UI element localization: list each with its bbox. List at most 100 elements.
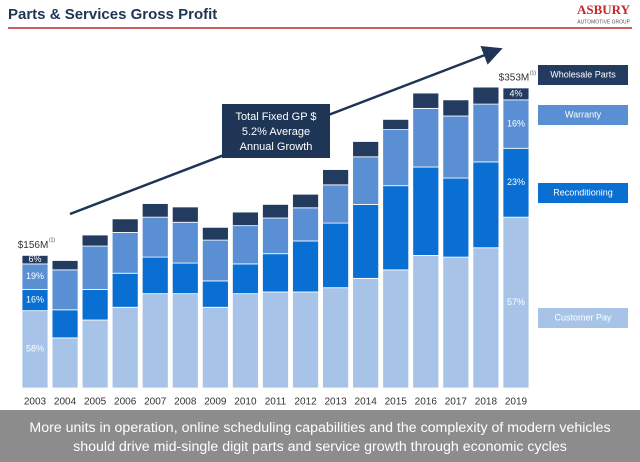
total-label: $156M: [18, 240, 49, 251]
x-tick-label: 2014: [355, 397, 378, 408]
footer-text: More units in operation, online scheduli…: [29, 420, 610, 436]
share-label: 4%: [509, 88, 522, 98]
bar-segment: [21, 254, 49, 265]
bar-segment: [382, 269, 410, 389]
legend-label: Warranty: [565, 109, 602, 119]
x-tick-label: 2019: [505, 397, 528, 408]
bar-segment: [502, 99, 530, 149]
bar-segment: [472, 161, 500, 249]
bar-segment: [262, 217, 289, 255]
bar-segment: [412, 92, 440, 109]
x-tick-label: 2017: [445, 397, 468, 408]
bar-segment: [352, 203, 380, 279]
x-tick-label: 2004: [54, 397, 77, 408]
bar-segment: [292, 193, 319, 209]
bar-segment: [502, 87, 530, 101]
bar-segment: [352, 277, 380, 389]
bar-segment: [322, 169, 350, 186]
x-tick-label: 2006: [114, 397, 137, 408]
bar-segment: [352, 141, 380, 158]
bar-segment: [171, 206, 199, 223]
footnote-mark: (1): [49, 238, 55, 244]
share-label: 16%: [26, 294, 44, 304]
bar-segment: [382, 119, 410, 131]
bar-segment: [141, 203, 169, 218]
logo-sub: AUTOMOTIVE GROUP: [577, 19, 630, 25]
bar-segment: [201, 306, 229, 389]
legend-swatch: [538, 308, 628, 328]
bar-segment: [472, 247, 500, 389]
bar-segment: [232, 293, 259, 389]
x-tick-label: 2011: [265, 397, 287, 408]
bar-segment: [412, 107, 440, 168]
legend-label: Reconditioning: [553, 187, 613, 197]
legend-label: Wholesale Parts: [550, 69, 616, 79]
bar-segment: [201, 226, 229, 241]
bar-segment: [502, 216, 530, 389]
legend-swatch: [538, 65, 628, 85]
share-label: 6%: [28, 254, 41, 264]
title: Parts & Services Gross Profit: [8, 6, 217, 23]
bar-segment: [442, 256, 470, 389]
bar-segment: [81, 288, 109, 321]
x-tick-label: 2013: [324, 397, 347, 408]
bar-segment: [51, 309, 79, 339]
bar-segment: [201, 239, 229, 282]
bar-segment: [232, 211, 259, 227]
bar-segment: [292, 240, 319, 293]
bar-segment: [81, 319, 109, 389]
bar-segment: [472, 103, 500, 163]
bar-segment: [232, 263, 259, 295]
x-tick-label: 2012: [294, 397, 317, 408]
bar-segment: [81, 245, 109, 290]
bar-segment: [141, 256, 169, 295]
bar-segment: [171, 293, 199, 389]
bar-segment: [502, 147, 530, 218]
bar-segment: [141, 216, 169, 258]
footer-text: should drive mid-single digit parts and …: [73, 439, 567, 455]
share-label: 57%: [507, 297, 525, 307]
bar-segment: [322, 222, 350, 289]
total-label: $353M: [499, 73, 530, 84]
bar-segment: [171, 262, 199, 295]
bar-segment: [201, 280, 229, 308]
bar-segment: [322, 287, 350, 389]
callout-text: Total Fixed GP $: [235, 111, 316, 123]
share-label: 58%: [26, 344, 44, 354]
bar-segment: [442, 115, 470, 179]
bar-segment: [111, 232, 139, 274]
bar-segment: [111, 272, 139, 308]
bar-segment: [51, 337, 79, 389]
bar-segment: [51, 260, 79, 271]
bar-segment: [111, 306, 139, 389]
footnote-mark: (1): [530, 70, 536, 76]
x-tick-label: 2005: [84, 397, 107, 408]
x-tick-label: 2018: [475, 397, 498, 408]
callout-box: [222, 104, 330, 158]
bar-segment: [111, 218, 139, 233]
x-tick-label: 2015: [385, 397, 408, 408]
bar-segment: [262, 253, 289, 293]
x-tick-label: 2016: [415, 397, 438, 408]
bar-segment: [412, 166, 440, 256]
bar-segment: [81, 234, 109, 247]
logo: ASBURY: [577, 2, 631, 17]
x-tick-label: 2008: [174, 397, 197, 408]
share-label: 19%: [26, 271, 44, 281]
bar-segment: [262, 203, 289, 219]
bar-segment: [442, 177, 470, 258]
bar-segment: [472, 86, 500, 105]
bar-segment: [352, 156, 380, 205]
bar-segment: [322, 184, 350, 224]
callout-text: Annual Growth: [240, 141, 313, 153]
bar-segment: [141, 293, 169, 389]
bar-segment: [412, 254, 440, 389]
legend-swatch: [538, 105, 628, 125]
legend-label: Customer Pay: [554, 312, 612, 322]
share-label: 23%: [507, 177, 525, 187]
x-tick-label: 2007: [144, 397, 167, 408]
callout-text: 5.2% Average: [242, 126, 310, 138]
bar-segment: [21, 310, 49, 389]
bar-segment: [21, 263, 49, 290]
